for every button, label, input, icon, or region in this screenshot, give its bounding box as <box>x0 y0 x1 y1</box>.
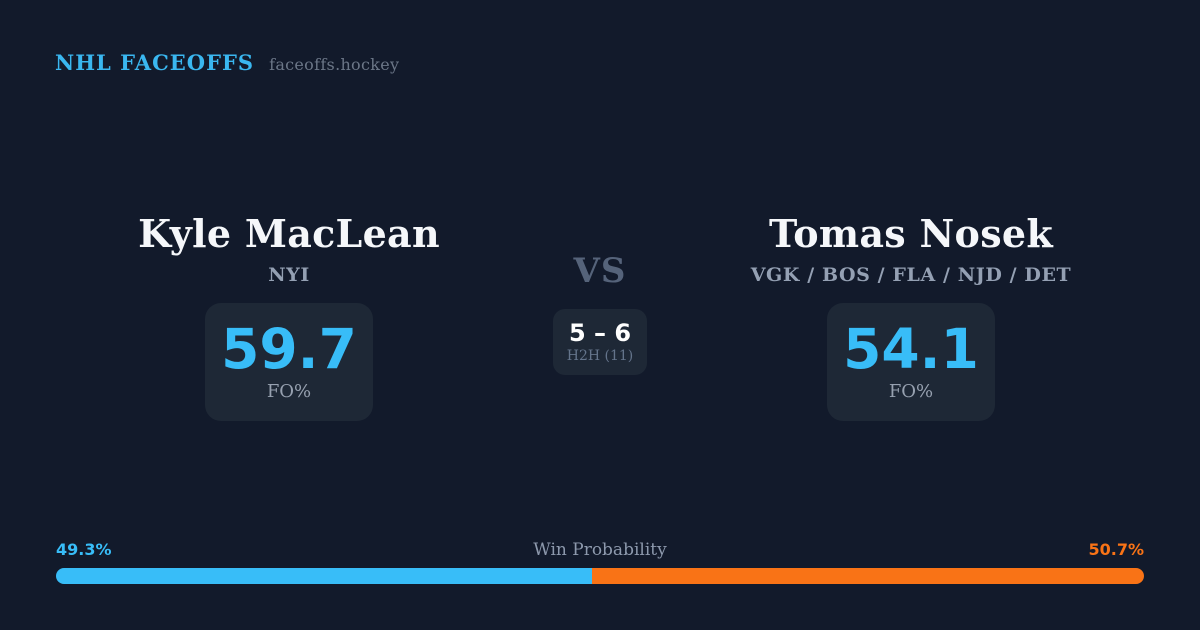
vs-label: VS <box>573 251 627 291</box>
player-right-teams: VGK / BOS / FLA / NJD / DET <box>750 264 1072 286</box>
player-left-stat-box: 59.7 FO% <box>205 303 373 421</box>
h2h-box: 5 – 6 H2H (11) <box>553 309 647 375</box>
versus-column: VS 5 – 6 H2H (11) <box>500 212 700 375</box>
win-probability-right-pct: 50.7% <box>1088 540 1144 559</box>
win-probability-labels: 49.3% Win Probability 50.7% <box>56 540 1144 560</box>
h2h-score: 5 – 6 <box>568 319 632 347</box>
matchup-section: Kyle MacLean NYI 59.7 FO% VS 5 – 6 H2H (… <box>78 212 1122 421</box>
win-probability-section: 49.3% Win Probability 50.7% <box>56 541 1144 584</box>
player-left-teams: NYI <box>268 264 310 286</box>
win-probability-title: Win Probability <box>533 540 667 560</box>
player-right-fo-value: 54.1 <box>843 317 979 381</box>
player-right-stat-box: 54.1 FO% <box>827 303 995 421</box>
win-probability-bar <box>56 568 1144 584</box>
brand-logo-text: NHL FACEOFFS <box>55 50 255 75</box>
player-right-fo-label: FO% <box>888 381 934 402</box>
player-left-fo-label: FO% <box>266 381 312 402</box>
win-probability-left-pct: 49.3% <box>56 540 112 559</box>
player-right-name: Tomas Nosek <box>769 211 1053 256</box>
player-left-column: Kyle MacLean NYI 59.7 FO% <box>78 212 500 421</box>
player-right-column: Tomas Nosek VGK / BOS / FLA / NJD / DET … <box>700 212 1122 421</box>
h2h-label: H2H (11) <box>566 348 634 364</box>
header: NHL FACEOFFS faceoffs.hockey <box>55 50 399 75</box>
win-probability-bar-left-segment <box>56 568 593 584</box>
player-left-name: Kyle MacLean <box>138 211 440 256</box>
win-probability-bar-right-segment <box>592 568 1144 584</box>
player-left-fo-value: 59.7 <box>221 317 357 381</box>
site-domain: faceoffs.hockey <box>269 55 400 74</box>
